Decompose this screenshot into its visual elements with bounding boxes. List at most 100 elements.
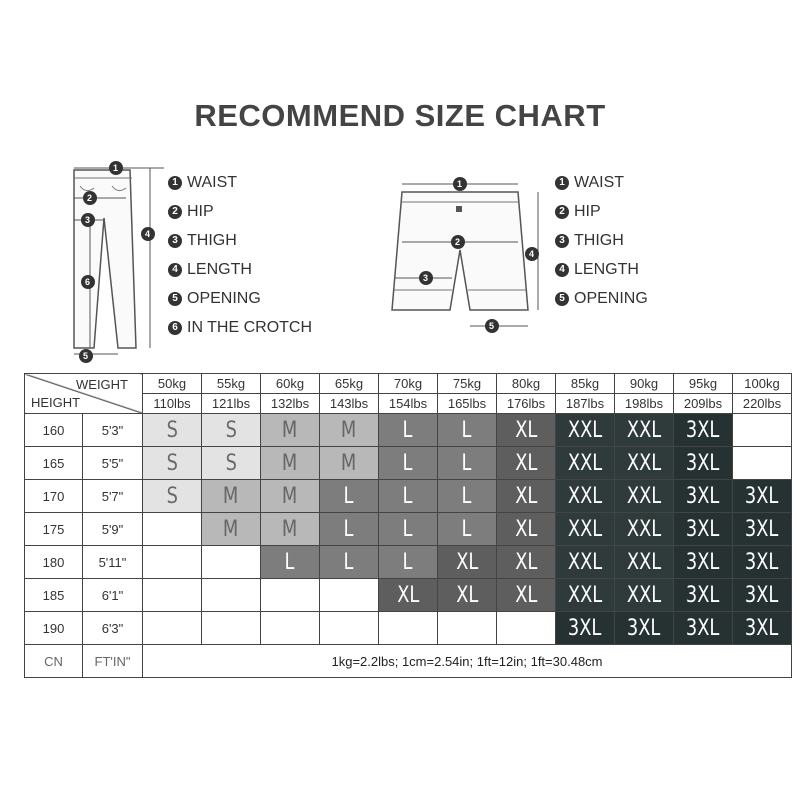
legend-item: 4 LENGTH [168,255,312,284]
legend-label: LENGTH [574,260,639,278]
height-cm: 160 [24,413,83,447]
size-label: XL [514,450,538,476]
legend-label: OPENING [574,289,648,307]
height-ftin: 5'7" [82,479,143,513]
size-label: M [282,516,298,542]
size-label: 3XL [745,483,779,509]
svg-text:1: 1 [113,163,118,173]
shorts-legend: 1 WAIST 2 HIP 3 THIGH 4 LENGTH 5 OPENING [555,168,648,313]
size-cell: 3XL [732,545,792,579]
size-cell: M [319,413,379,447]
legend-label: THIGH [187,231,237,249]
size-label: L [403,417,413,443]
weight-lbs-header: 154lbs [378,393,438,414]
number-badge-icon: 3 [555,233,569,248]
size-label: 3XL [568,615,602,641]
weight-kg-header: 65kg [319,373,379,394]
size-label: M [223,483,239,509]
size-cell: XXL [555,479,615,513]
weight-lbs-header: 165lbs [437,393,497,414]
height-ftin: 5'11" [82,545,143,579]
size-cell: 3XL [732,611,792,645]
size-cell: L [437,479,497,513]
size-cell: M [260,446,320,480]
size-label: XXL [567,516,603,542]
table-row: 180 5'11" L L L XL XL XXL XXL 3XL 3XL [24,545,792,579]
header-row-lbs: 110lbs 121lbs 132lbs 143lbs 154lbs 165lbs 176l… [25,393,792,414]
size-label: L [462,417,472,443]
size-cell: 3XL [614,611,674,645]
size-cell: L [319,479,379,513]
weight-label: WEIGHT [76,377,128,392]
legend-item: 5 OPENING [168,284,312,313]
size-cell: L [378,446,438,480]
cn-label: CN [24,644,83,678]
svg-text:4: 4 [529,249,534,259]
weight-lbs-header: 220lbs [732,393,792,414]
number-badge-icon: 5 [168,291,182,306]
weight-lbs-header: 198lbs [614,393,674,414]
pants-legend: 1 WAIST 2 HIP 3 THIGH 4 LENGTH 5 OPENING 6 IN … [168,168,312,342]
size-cell: XL [437,545,497,579]
size-cell: M [201,479,261,513]
pants-diagram: 1 2 3 4 6 5 [73,161,164,363]
size-label: M [282,417,298,443]
size-label: XXL [626,582,662,608]
svg-text:2: 2 [455,237,460,247]
legend-item: 2 HIP [555,197,648,226]
number-badge-icon: 6 [168,320,182,335]
number-badge-icon: 4 [168,262,182,277]
weight-kg-header: 90kg [614,373,674,394]
size-cell: L [260,545,320,579]
size-cell: XXL [614,545,674,579]
size-cell: 3XL [673,446,733,480]
height-ftin: 5'3" [82,413,143,447]
number-badge-icon: 1 [555,175,569,190]
size-cell: L [378,545,438,579]
size-cell: M [260,512,320,546]
size-label: 3XL [686,516,720,542]
size-cell: XXL [555,413,615,447]
size-label: XL [455,549,479,575]
size-label: XXL [626,483,662,509]
number-badge-icon: 5 [555,291,569,306]
size-cell: XXL [614,578,674,612]
size-cell [260,611,320,645]
size-label: 3XL [686,417,720,443]
svg-text:4: 4 [145,229,150,239]
weight-lbs-header: 209lbs [673,393,733,414]
size-cell [142,512,202,546]
size-cell: XXL [555,578,615,612]
size-cell: L [437,512,497,546]
size-label: XXL [567,582,603,608]
size-cell: XL [496,578,556,612]
size-label: XXL [567,549,603,575]
size-label: L [403,450,413,476]
size-cell: XL [496,479,556,513]
svg-text:6: 6 [85,277,90,287]
size-cell: S [142,446,202,480]
weight-kg-header: 60kg [260,373,320,394]
weight-kg-header: 55kg [201,373,261,394]
size-cell: L [378,479,438,513]
size-cell: 3XL [673,545,733,579]
size-label: XXL [626,516,662,542]
size-cell [732,446,792,480]
size-label: S [225,417,237,443]
weight-kg-header: 80kg [496,373,556,394]
size-label: L [403,516,413,542]
svg-text:3: 3 [423,273,428,283]
legend-item: 5 OPENING [555,284,648,313]
size-cell: L [378,413,438,447]
weight-lbs-header: 176lbs [496,393,556,414]
conversion-note: 1kg=2.2lbs; 1cm=2.54in; 1ft=12in; 1ft=30… [142,644,792,678]
number-badge-icon: 3 [168,233,182,248]
size-label: M [282,450,298,476]
size-label: 3XL [686,615,720,641]
svg-text:1: 1 [457,179,462,189]
legend-label: THIGH [574,231,624,249]
size-cell: S [201,413,261,447]
svg-text:3: 3 [85,215,90,225]
height-cm: 175 [24,512,83,546]
